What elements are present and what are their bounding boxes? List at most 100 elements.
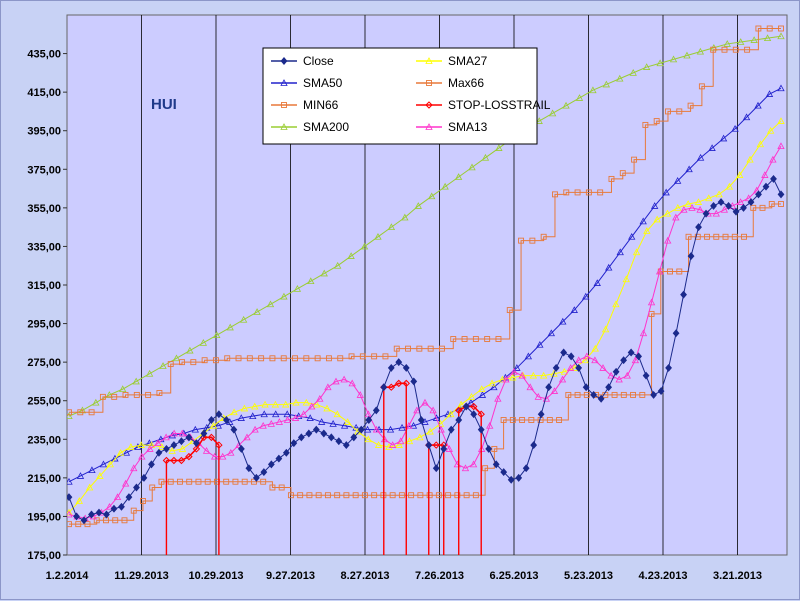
sma13-point [170,429,178,437]
legend-item-stop-losstrail: STOP-LOSSTRAIL [416,98,551,112]
close-point [155,448,163,457]
close-point [402,363,410,372]
sma200-point [92,398,100,406]
sma13-point [291,414,300,421]
max66-point [574,189,581,196]
sma200-point [226,323,234,331]
sma13-point [761,171,769,178]
sma27-point [209,421,218,429]
close-point [380,383,388,392]
close-point [372,406,380,415]
sma200-point [172,354,181,362]
sma200-point [239,315,248,323]
min66-point [463,492,470,499]
max66-point [744,46,751,53]
sma50-point [708,144,716,151]
sma13-point [550,387,559,394]
sma27-point [343,418,352,425]
sma13-point [639,329,648,337]
min66-point [149,484,156,491]
sma27-point [282,400,290,408]
close-point [335,437,343,446]
legend-sma27-point [425,57,433,64]
max66-point [382,353,389,360]
sma13-point [429,406,437,414]
sma200-point [293,285,302,292]
sma13-point [356,391,364,398]
max66-point [608,175,615,182]
sma50-point [122,448,131,456]
sma13-point [744,194,753,202]
sma13-point [121,479,130,487]
stop-losstrail-point [185,452,193,461]
sma50-point [329,420,337,427]
close-point [567,352,575,361]
sma50-point [696,153,705,161]
legend-item-min66: MIN66 [271,98,339,112]
close-point [537,410,545,419]
close-point [522,464,530,473]
sma13-point [154,439,162,447]
sma13-point [583,352,591,360]
close-point [657,387,665,396]
sma200-point [347,252,355,259]
close-point [305,429,313,438]
sma13-point [575,356,583,364]
stop-losstrail-point [192,445,201,453]
close-point [582,383,590,392]
max66-point [687,102,694,109]
close-point [500,468,508,477]
sma50-point [628,232,636,240]
close-point [170,441,178,450]
y-tick-label: 235,00 [27,434,61,446]
series-sma200 [67,32,785,420]
sma27-point [705,194,713,202]
close-point [492,460,500,469]
sma200-point [737,38,745,45]
x-tick-label: 7.26.2013 [415,570,464,582]
max66-point [665,108,671,115]
close-point [88,510,95,519]
max66-point [111,393,118,400]
series-sma50 [67,84,785,485]
sma13-point [526,383,534,391]
sma27-point [116,448,125,456]
close-point [612,367,620,376]
close-point [148,460,155,469]
max66-point [371,353,378,360]
close-point [620,356,628,365]
max66-point [597,189,604,196]
min66-point [140,498,146,504]
close-point [725,201,732,210]
close-point [350,433,358,442]
sma13-point [607,371,615,379]
max66-point [292,355,298,362]
close-point [103,510,110,519]
max66-point [619,170,626,177]
close-point [755,190,762,199]
min66-point [741,233,747,240]
min66-point [241,478,248,485]
stop-losstrail-point [387,383,395,391]
min66-point [417,492,424,499]
sma50-point [191,425,199,433]
min66-point [500,417,507,423]
x-axis-ticks: 1.2.2014 11.29.2013 10.29.2013 9.27.2013 8.2… [46,570,762,582]
sma50-point [409,421,418,429]
close-point [222,416,230,424]
min66-point [260,478,267,485]
max66-point [269,355,276,362]
sma50-point [765,90,774,97]
y-tick-label: 375,00 [27,164,61,176]
sma50-point [777,84,785,92]
stop-losstrail-point [207,433,216,442]
sma13-point [227,448,235,456]
max66-point [201,357,208,364]
max66-point [258,355,265,362]
max66-point [732,46,739,53]
stop-losstrail-line [166,382,482,462]
min66-point [611,391,618,398]
close-point [163,444,170,453]
sma13-point [591,356,599,364]
stop-losstrail-point [470,402,478,411]
